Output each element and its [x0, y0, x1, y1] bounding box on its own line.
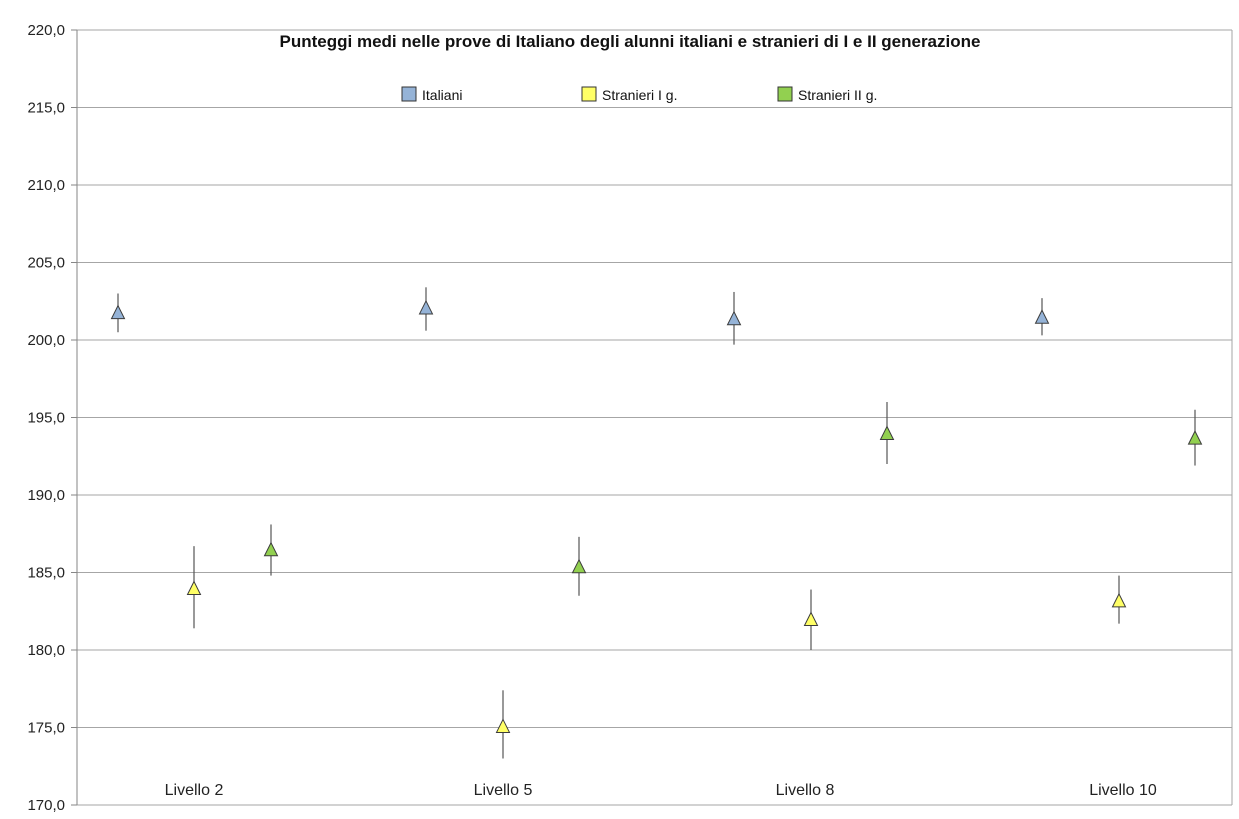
category-label: Livello 2 — [165, 782, 224, 799]
data-point — [418, 299, 434, 315]
chart-title: Punteggi medi nelle prove di Italiano de… — [280, 32, 981, 51]
legend-swatch — [777, 86, 793, 102]
data-point — [803, 611, 819, 626]
category-label: Livello 10 — [1089, 782, 1157, 799]
data-point — [1034, 309, 1050, 324]
data-point — [726, 310, 742, 326]
y-tick-label: 210,0 — [27, 177, 65, 194]
category-label: Livello 8 — [776, 782, 835, 799]
y-tick-label: 180,0 — [27, 642, 65, 659]
y-tick-label: 190,0 — [27, 487, 65, 504]
y-tick-label: 215,0 — [27, 100, 65, 117]
data-point — [1187, 430, 1203, 445]
legend: Italiani Stranieri I g. Stranieri II g. — [401, 86, 877, 103]
y-tick-label: 170,0 — [27, 797, 65, 814]
category-labels: Livello 2 Livello 5 Livello 8 Livello 10 — [165, 782, 1157, 799]
data-point — [1111, 592, 1127, 608]
y-tick-label: 205,0 — [27, 255, 65, 272]
legend-swatch — [401, 86, 417, 102]
data-point — [110, 304, 126, 320]
legend-swatch — [581, 86, 597, 102]
data-point — [879, 425, 895, 440]
y-tick-label: 175,0 — [27, 720, 65, 737]
data-point — [186, 580, 202, 595]
category-label: Livello 5 — [474, 782, 533, 799]
data-point — [263, 541, 279, 557]
y-tick-label: 185,0 — [27, 565, 65, 582]
data-points — [110, 299, 1203, 733]
legend-label: Stranieri I g. — [602, 87, 677, 103]
y-tick-label: 195,0 — [27, 410, 65, 427]
y-axis: 170,0 175,0 180,0 185,0 190,0 195,0 200,0 205,0… — [27, 22, 1233, 814]
data-point — [495, 718, 511, 733]
y-tick-label: 200,0 — [27, 332, 65, 349]
legend-label: Stranieri II g. — [798, 87, 877, 103]
y-tick-label: 220,0 — [27, 22, 65, 39]
legend-label: Italiani — [422, 87, 462, 103]
data-point — [571, 558, 587, 574]
gridlines — [77, 29, 1232, 806]
